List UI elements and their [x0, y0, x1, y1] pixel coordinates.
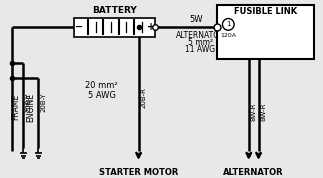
- Text: 5 mm²: 5 mm²: [188, 38, 213, 47]
- Text: ALTERNATOR: ALTERNATOR: [176, 31, 225, 40]
- Text: 120A: 120A: [220, 33, 236, 38]
- Text: BATTERY: BATTERY: [92, 6, 137, 15]
- Text: 8W-R: 8W-R: [251, 103, 257, 121]
- Text: 20B-Y: 20B-Y: [26, 93, 31, 112]
- Text: +: +: [147, 22, 155, 32]
- Bar: [217, 5, 314, 59]
- Text: 20B-Y: 20B-Y: [40, 93, 46, 112]
- Text: 5W: 5W: [189, 15, 203, 24]
- Text: ENGINE: ENGINE: [26, 93, 35, 122]
- Text: −: −: [75, 22, 83, 32]
- Text: FUSIBLE LINK: FUSIBLE LINK: [234, 7, 297, 16]
- Text: 8W-R: 8W-R: [261, 103, 266, 121]
- Text: 5 AWG: 5 AWG: [88, 91, 115, 100]
- Text: ALTERNATOR: ALTERNATOR: [224, 168, 284, 177]
- Text: FRAME: FRAME: [12, 94, 21, 120]
- Text: 11 AWG: 11 AWG: [185, 45, 215, 54]
- Text: STARTER MOTOR: STARTER MOTOR: [99, 168, 178, 177]
- Text: 1: 1: [226, 21, 231, 27]
- Bar: [74, 18, 155, 37]
- Text: 20B-R: 20B-R: [141, 87, 147, 108]
- Circle shape: [223, 19, 234, 30]
- Text: 20 mm²: 20 mm²: [85, 81, 118, 90]
